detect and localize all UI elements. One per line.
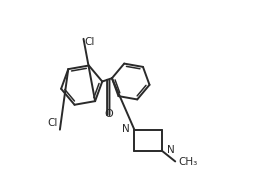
Text: CH₃: CH₃ <box>178 157 198 167</box>
Text: N: N <box>167 145 174 155</box>
Text: Cl: Cl <box>48 118 58 128</box>
Text: N: N <box>122 124 129 134</box>
Text: Cl: Cl <box>84 37 95 47</box>
Text: O: O <box>105 109 114 119</box>
